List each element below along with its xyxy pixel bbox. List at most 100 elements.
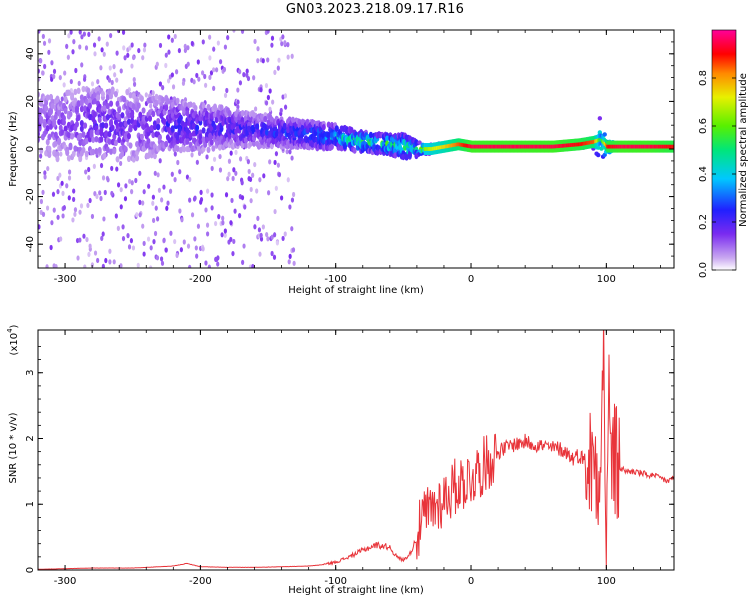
- spectrogram-core-cell: [642, 144, 646, 149]
- spectrogram-noise-cell: [87, 166, 91, 173]
- spectrogram-noise-cell: [277, 172, 282, 178]
- spectrogram-core-cell: [627, 144, 631, 149]
- spectrogram-noise-cell: [122, 45, 126, 51]
- spectrogram-core-cell: [471, 144, 474, 149]
- spectrogram-noise-cell: [41, 211, 46, 217]
- spectrogram-core-cell: [484, 144, 487, 149]
- spectrogram-cell: [53, 113, 58, 120]
- spectrogram-cell: [73, 88, 78, 96]
- spectrogram-cell: [48, 123, 53, 130]
- spectrogram-core-cell: [621, 144, 624, 149]
- spectrogram-core-cell: [456, 142, 459, 147]
- spectrogram-noise-cell: [69, 30, 73, 35]
- spectrogram-x-tick-label: -100: [324, 274, 347, 285]
- spectrogram-cell: [78, 133, 83, 140]
- spectrogram-noise-cell: [272, 254, 277, 260]
- spectrogram-noise-cell: [102, 216, 106, 222]
- spectrogram-noise-cell: [41, 70, 45, 76]
- spectrogram-cell: [52, 121, 57, 128]
- snr-x-axis-label: Height of straight line (km): [288, 585, 424, 596]
- spectrogram-cell: [368, 131, 373, 139]
- spectrogram-noise-cell: [205, 222, 210, 228]
- spectrogram-core-cell: [426, 147, 429, 151]
- spectrogram-cell: [240, 110, 245, 117]
- spectrogram-noise-cell: [186, 61, 190, 67]
- spectrogram-noise-cell: [194, 245, 198, 251]
- spectrogram-cell: [73, 145, 78, 152]
- spectrogram-core-cell: [535, 144, 539, 149]
- spectrogram-core-cell: [641, 144, 644, 149]
- spectrogram-cell: [79, 119, 84, 127]
- snr-y-tick-label: 2: [25, 435, 36, 441]
- spectrogram-noise-cell: [105, 41, 109, 47]
- spectrogram-noise-cell: [229, 220, 233, 226]
- spectrogram-core-cell: [533, 144, 536, 149]
- spectrogram-cell: [102, 100, 107, 107]
- spectrogram-core-cell: [561, 143, 564, 148]
- spectrogram-noise-cell: [266, 236, 270, 242]
- spectrogram-cell: [110, 88, 115, 95]
- spectrogram-cell: [84, 137, 89, 145]
- spectrogram-noise-cell: [208, 55, 212, 61]
- colorbar-tick-label: 0.6: [698, 118, 709, 134]
- spectrogram-core-cell: [448, 144, 451, 148]
- spectrogram-noise-cell: [56, 175, 60, 182]
- spectrogram-noise-cell: [153, 170, 157, 176]
- spectrogram-noise-cell: [147, 183, 151, 189]
- spectrogram-noise-cell: [182, 239, 186, 245]
- spectrogram-core-cell: [527, 144, 531, 149]
- spectrogram-noise-cell: [82, 31, 86, 37]
- spectrogram-core-cell: [545, 144, 548, 149]
- spectrogram-cell: [263, 115, 268, 123]
- spectrogram-core-cell: [525, 144, 528, 149]
- spectrogram-noise-cell: [146, 236, 151, 242]
- spectrogram-core-cell: [508, 144, 512, 149]
- spectrogram-noise-cell: [77, 80, 81, 87]
- spectrogram-noise-cell: [230, 197, 234, 204]
- spectrogram-noise-cell: [69, 78, 73, 85]
- spectrogram-core-cell: [531, 144, 535, 149]
- spectrogram-core-cell: [563, 143, 566, 148]
- spectrogram-cell: [42, 121, 47, 128]
- spectrogram-cell: [188, 101, 193, 108]
- spectrogram-noise-cell: [264, 100, 269, 106]
- spectrogram-cell: [125, 88, 130, 96]
- spectrogram-noise-cell: [270, 42, 274, 48]
- spectrogram-core-cell: [595, 139, 598, 143]
- spectrogram-noise-cell: [241, 259, 245, 265]
- spectrogram-noise-cell: [138, 212, 142, 218]
- spectrogram-core-cell: [619, 144, 623, 149]
- spectrogram-cell: [45, 94, 50, 101]
- spectrogram-noise-cell: [238, 213, 242, 219]
- spectrogram-core-cell: [445, 144, 448, 149]
- spectrogram-noise-cell: [229, 236, 233, 243]
- spectrogram-noise-cell: [131, 245, 136, 251]
- spectrogram-cell: [204, 110, 209, 118]
- spectrogram-cell: [326, 121, 331, 128]
- spectrogram-y-axis-label: Frequency (Hz): [8, 111, 19, 187]
- spectrogram-noise-cell: [216, 261, 220, 267]
- spectrogram-noise-cell: [173, 151, 177, 157]
- spectrogram-core-cell: [457, 142, 460, 147]
- spectrogram-cell: [100, 122, 105, 129]
- spectrogram-noise-cell: [256, 46, 260, 52]
- spectrogram-core-cell: [550, 144, 554, 149]
- spectrogram-noise-cell: [186, 243, 191, 249]
- spectrogram-noise-cell: [62, 82, 66, 88]
- spectrogram-cell: [118, 121, 123, 128]
- spectrogram-noise-cell: [155, 216, 160, 222]
- spectrogram-cell: [201, 136, 206, 143]
- spectrogram-core-cell: [657, 144, 660, 149]
- spectrogram-cell: [83, 105, 88, 112]
- spectrogram-noise-cell: [258, 251, 262, 257]
- snr-x-tick-label: 0: [468, 576, 474, 587]
- spectrogram-noise-cell: [131, 54, 136, 61]
- spectrogram-cell: [401, 153, 406, 161]
- spectrogram-cell: [156, 123, 161, 131]
- spectrogram-core-cell: [491, 144, 494, 149]
- spectrogram-core-cell: [577, 142, 581, 147]
- spectrogram-noise-cell: [63, 70, 67, 76]
- spectrogram-noise-cell: [158, 81, 162, 87]
- spectrogram-noise-cell: [190, 152, 194, 158]
